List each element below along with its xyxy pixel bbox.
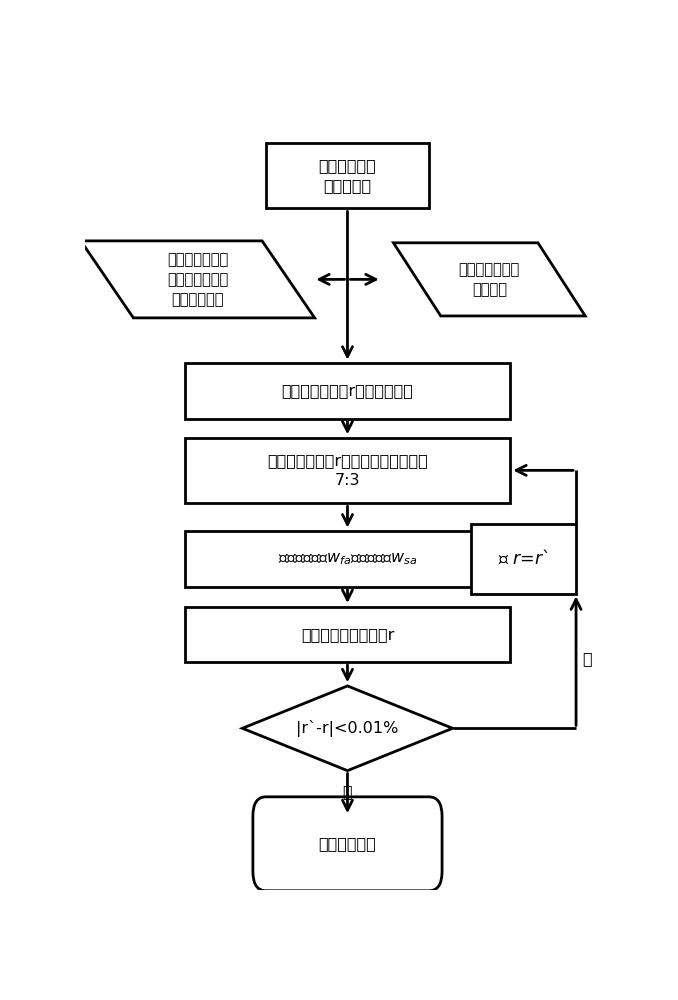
FancyBboxPatch shape [471,524,576,594]
FancyBboxPatch shape [266,143,429,208]
FancyBboxPatch shape [184,438,511,503]
Text: 各样品中汞浓度
检测数据: 各样品中汞浓度 检测数据 [459,262,520,297]
Text: 迭代计算结束: 迭代计算结束 [319,836,376,851]
Text: 代入汞平衡公式求得r: 代入汞平衡公式求得r [301,627,394,642]
Text: 建立含有灰渣比r的汞平衡公式: 建立含有灰渣比r的汞平衡公式 [281,384,414,399]
Polygon shape [81,241,315,318]
Text: 燃料中元素分析
等数据；灰渣可
燃物化验数据: 燃料中元素分析 等数据；灰渣可 燃物化验数据 [167,252,228,307]
Text: 得出成灰比例$w_{fa}$、成渣比例$w_{sa}$: 得出成灰比例$w_{fa}$、成渣比例$w_{sa}$ [277,551,418,567]
Text: 假设一个灰渣比r的数值，初始赋值为
7:3: 假设一个灰渣比r的数值，初始赋值为 7:3 [267,453,428,488]
FancyBboxPatch shape [184,363,511,419]
Polygon shape [393,243,585,316]
Text: 入炉燃料取样
灰、渣取样: 入炉燃料取样 灰、渣取样 [319,158,376,193]
FancyBboxPatch shape [184,531,511,587]
Text: 否: 否 [582,652,592,666]
FancyBboxPatch shape [184,607,511,662]
Text: $\mathit{令}$ $r$=$r$`: $\mathit{令}$ $r$=$r$` [498,550,549,568]
Text: |r`-r|<0.01%: |r`-r|<0.01% [296,720,399,737]
Text: 是: 是 [342,784,353,799]
FancyBboxPatch shape [253,797,442,891]
Polygon shape [243,686,453,771]
